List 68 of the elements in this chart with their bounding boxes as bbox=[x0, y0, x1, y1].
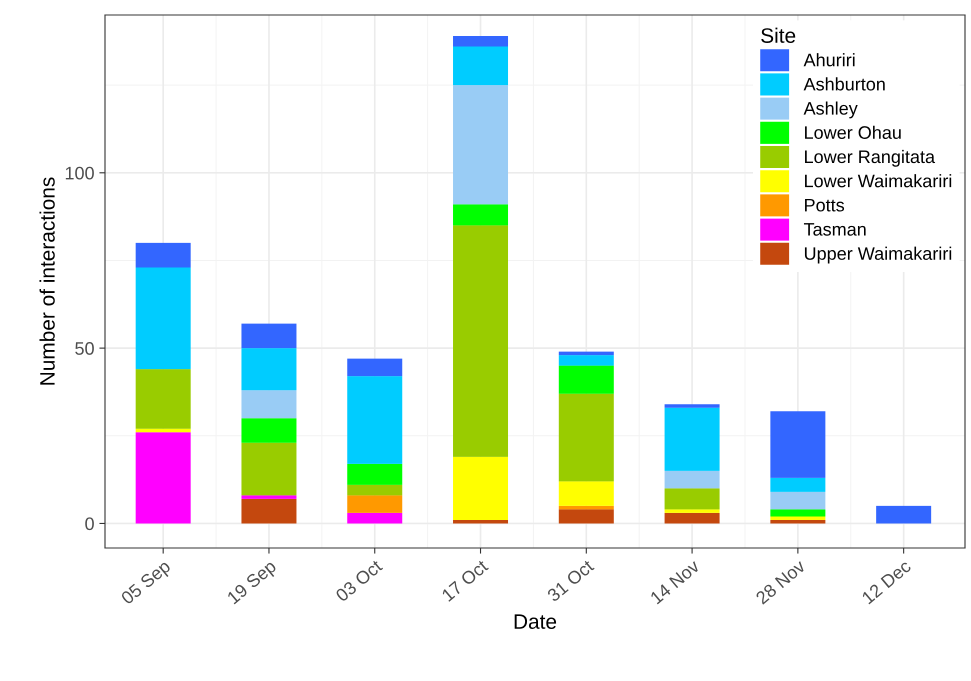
x-tick-label: 14 Nov bbox=[650, 558, 701, 604]
x-tick-label: 19 Sep bbox=[226, 559, 280, 608]
bar bbox=[664, 512, 720, 524]
legend-label: Ashburton bbox=[804, 77, 885, 91]
bar bbox=[347, 484, 402, 496]
bar bbox=[558, 352, 614, 356]
legend-label: Lower Ohau bbox=[805, 126, 901, 139]
bar bbox=[770, 520, 826, 524]
legend-label: Ashley bbox=[804, 102, 858, 118]
bar bbox=[347, 358, 402, 376]
bar bbox=[347, 495, 402, 513]
bar bbox=[453, 36, 508, 47]
bar bbox=[453, 520, 508, 524]
bar bbox=[770, 478, 826, 492]
x-tick-label: 28 Nov bbox=[755, 558, 806, 605]
bar bbox=[453, 85, 508, 204]
bar bbox=[241, 498, 296, 524]
x-tick-label: 31 Oct bbox=[546, 558, 595, 602]
bar bbox=[241, 442, 296, 496]
y-tick-label: 0 bbox=[85, 517, 94, 530]
bar bbox=[453, 204, 508, 226]
y-axis-title: Number of interactions bbox=[39, 177, 55, 385]
bar bbox=[558, 355, 614, 366]
bar bbox=[664, 509, 720, 513]
bar bbox=[241, 348, 296, 390]
bar bbox=[558, 481, 614, 506]
bar bbox=[241, 418, 296, 443]
legend-title: Site bbox=[761, 28, 796, 43]
bar bbox=[558, 509, 614, 524]
legend-label: Ahuriri bbox=[804, 53, 855, 66]
y-tick-label: 100 bbox=[66, 166, 94, 180]
bar bbox=[558, 366, 614, 394]
x-tick-label: 12 Dec bbox=[861, 559, 912, 604]
bar bbox=[347, 464, 402, 485]
bar bbox=[136, 369, 191, 429]
bar bbox=[770, 509, 826, 516]
bar bbox=[770, 516, 826, 520]
legend-label: Lower Waimakariri bbox=[805, 174, 952, 188]
bar bbox=[664, 470, 720, 488]
bar bbox=[558, 394, 614, 482]
bar bbox=[136, 432, 191, 524]
bar bbox=[453, 46, 508, 86]
bar bbox=[241, 495, 296, 499]
bar bbox=[347, 376, 402, 464]
bar bbox=[241, 324, 296, 348]
bar bbox=[347, 512, 402, 524]
bar bbox=[876, 506, 932, 524]
bar bbox=[136, 428, 191, 432]
x-tick-label: 17 Oct bbox=[441, 558, 489, 602]
x-axis-title: Date bbox=[514, 614, 556, 629]
bar bbox=[664, 408, 720, 471]
bar bbox=[664, 488, 720, 510]
x-tick-label: 05 Sep bbox=[120, 559, 174, 608]
bar bbox=[770, 411, 826, 478]
legend-label: Tasman bbox=[804, 223, 866, 236]
y-tick-label: 50 bbox=[75, 342, 94, 355]
bar bbox=[453, 456, 508, 520]
legend-label: Lower Rangitata bbox=[805, 150, 936, 167]
bar bbox=[241, 390, 296, 418]
legend-label: Upper Waimakariri bbox=[804, 246, 952, 264]
x-tick-label: 03 Oct bbox=[334, 558, 384, 602]
bar bbox=[558, 506, 614, 510]
bar bbox=[664, 404, 720, 408]
legend-label: Potts bbox=[805, 198, 844, 212]
bar bbox=[136, 242, 191, 268]
bar bbox=[770, 492, 826, 510]
bar bbox=[453, 225, 508, 457]
bar bbox=[136, 267, 191, 370]
